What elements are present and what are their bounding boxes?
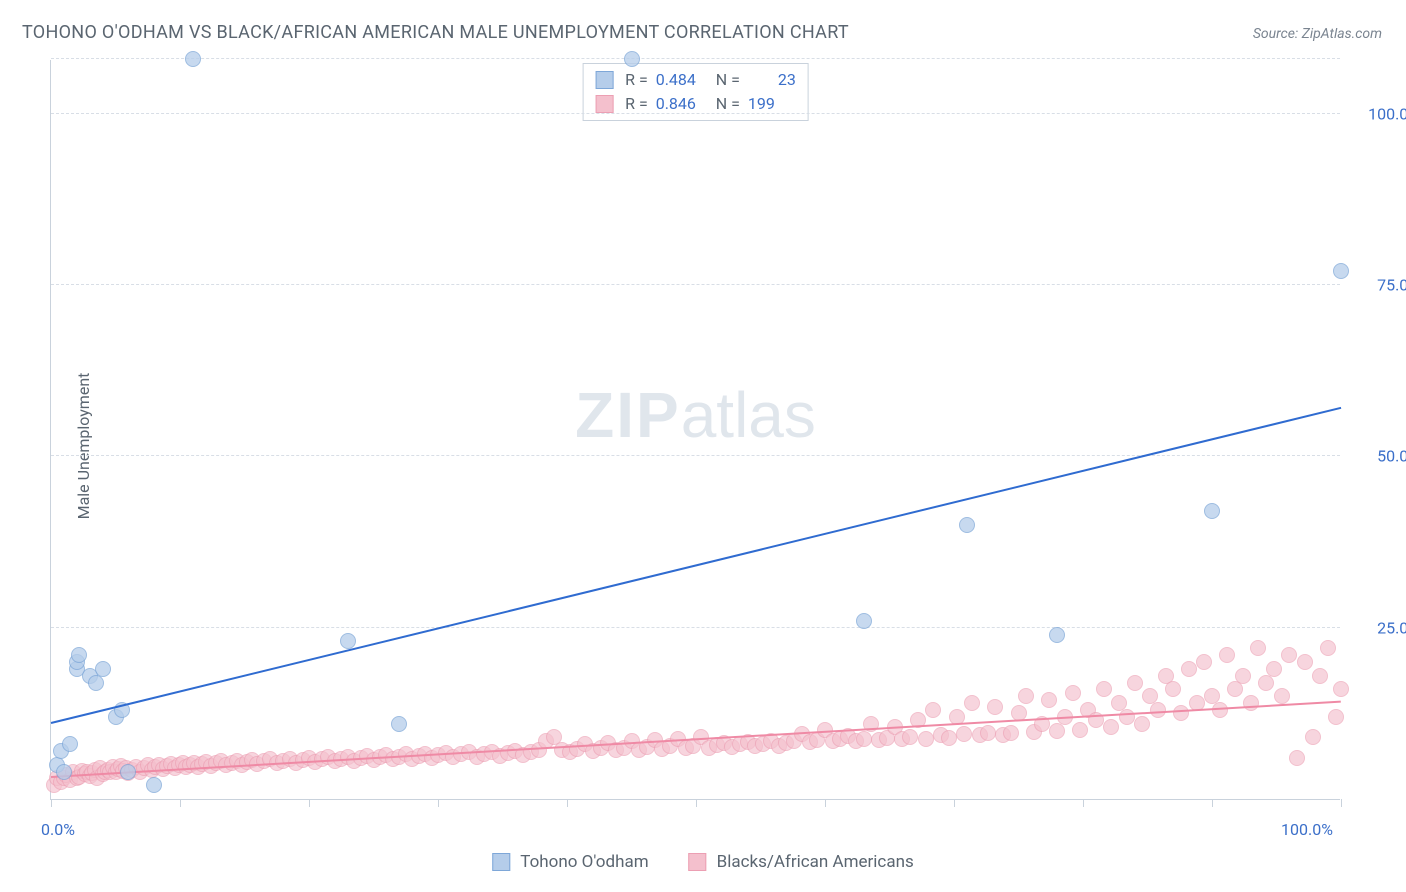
x-tick (51, 799, 52, 807)
scatter-point-tohono (1204, 503, 1220, 519)
scatter-point-black (1297, 654, 1313, 670)
legend-row-tohono: R = 0.484 N = 23 (595, 68, 796, 92)
y-tick-label: 25.0% (1350, 618, 1406, 637)
scatter-point-black (1227, 681, 1243, 697)
legend-item-tohono: Tohono O'odham (492, 852, 648, 872)
scatter-point-tohono (856, 613, 872, 629)
scatter-point-tohono (120, 764, 136, 780)
scatter-point-black (1049, 723, 1065, 739)
scatter-point-black (1181, 661, 1197, 677)
x-tick (180, 799, 181, 807)
scatter-point-black (856, 731, 872, 747)
scatter-point-black (941, 730, 957, 746)
scatter-point-black (987, 699, 1003, 715)
scatter-point-black (1065, 685, 1081, 701)
scatter-point-black (1289, 750, 1305, 766)
chart-container: TOHONO O'ODHAM VS BLACK/AFRICAN AMERICAN… (0, 0, 1406, 892)
watermark: ZIPatlas (575, 378, 816, 452)
gridline (51, 284, 1340, 285)
scatter-point-black (1003, 725, 1019, 741)
scatter-point-black (1274, 688, 1290, 704)
scatter-point-black (918, 731, 934, 747)
n-value-tohono: 23 (748, 68, 796, 92)
n-label: N = (716, 68, 740, 92)
plot-area: R = 0.484 N = 23 R = 0.846 N = 199 ZIPat… (50, 60, 1340, 800)
y-tick-label: 100.0% (1350, 104, 1406, 123)
scatter-point-black (925, 702, 941, 718)
scatter-point-tohono (71, 647, 87, 663)
legend-item-black: Blacks/African Americans (689, 852, 914, 872)
scatter-point-black (1103, 719, 1119, 735)
watermark-zip: ZIP (575, 379, 681, 451)
x-tick (825, 799, 826, 807)
scatter-point-black (1333, 681, 1349, 697)
x-tick (309, 799, 310, 807)
gridline (51, 113, 1340, 114)
source-attribution: Source: ZipAtlas.com (1253, 26, 1382, 42)
scatter-point-tohono (624, 51, 640, 67)
scatter-point-black (1320, 640, 1336, 656)
scatter-point-tohono (62, 736, 78, 752)
y-tick-label: 75.0% (1350, 276, 1406, 295)
scatter-point-tohono (95, 661, 111, 677)
r-label: R = (625, 68, 648, 92)
scatter-point-tohono (959, 517, 975, 533)
scatter-point-tohono (146, 777, 162, 793)
swatch-tohono (595, 71, 613, 89)
scatter-point-tohono (391, 716, 407, 732)
x-tick (1341, 799, 1342, 807)
scatter-point-black (1150, 702, 1166, 718)
chart-title: TOHONO O'ODHAM VS BLACK/AFRICAN AMERICAN… (22, 22, 849, 43)
scatter-point-black (1173, 705, 1189, 721)
scatter-point-tohono (1049, 627, 1065, 643)
scatter-point-black (956, 726, 972, 742)
scatter-point-black (1312, 668, 1328, 684)
r-value-tohono: 0.484 (656, 68, 704, 92)
scatter-point-black (980, 725, 996, 741)
scatter-point-black (1328, 709, 1344, 725)
scatter-point-black (1165, 681, 1181, 697)
scatter-point-black (1134, 716, 1150, 732)
scatter-point-tohono (1333, 263, 1349, 279)
scatter-point-black (1018, 688, 1034, 704)
swatch-black (595, 95, 613, 113)
scatter-point-tohono (56, 764, 72, 780)
scatter-point-black (1219, 647, 1235, 663)
x-tick (567, 799, 568, 807)
x-tick (438, 799, 439, 807)
x-tick-label: 0.0% (41, 820, 75, 839)
scatter-point-black (1281, 647, 1297, 663)
scatter-point-black (1250, 640, 1266, 656)
scatter-point-black (1127, 675, 1143, 691)
scatter-point-black (1243, 695, 1259, 711)
trend-line-tohono (51, 406, 1341, 723)
scatter-point-black (1072, 722, 1088, 738)
legend-label-black: Blacks/African Americans (717, 852, 914, 872)
x-tick-label: 100.0% (1281, 820, 1333, 839)
x-tick (1083, 799, 1084, 807)
scatter-point-black (964, 695, 980, 711)
scatter-point-black (1041, 692, 1057, 708)
x-tick (954, 799, 955, 807)
scatter-point-black (902, 729, 918, 745)
y-tick-label: 50.0% (1350, 447, 1406, 466)
x-tick (696, 799, 697, 807)
scatter-point-black (1196, 654, 1212, 670)
scatter-point-black (1119, 709, 1135, 725)
gridline (51, 58, 1340, 59)
scatter-point-black (1258, 675, 1274, 691)
x-tick (1212, 799, 1213, 807)
scatter-point-black (1235, 668, 1251, 684)
watermark-atlas: atlas (681, 379, 816, 451)
scatter-point-black (1266, 661, 1282, 677)
swatch-black-b (689, 853, 707, 871)
legend-bottom: Tohono O'odham Blacks/African Americans (492, 852, 913, 872)
swatch-tohono-b (492, 853, 510, 871)
scatter-point-tohono (88, 675, 104, 691)
scatter-point-black (1305, 729, 1321, 745)
scatter-point-tohono (185, 51, 201, 67)
gridline (51, 627, 1340, 628)
legend-label-tohono: Tohono O'odham (520, 852, 648, 872)
scatter-point-black (1096, 681, 1112, 697)
